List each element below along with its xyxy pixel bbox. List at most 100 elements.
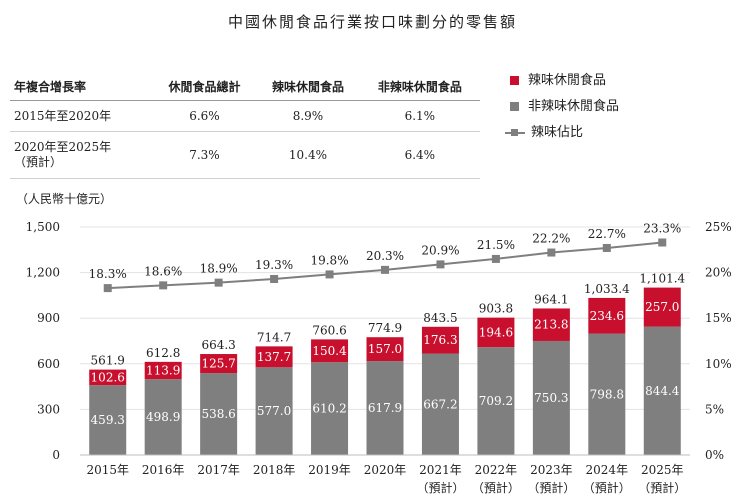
bar-label-nonspicy: 617.9: [368, 401, 402, 415]
bar-nonspicy: [588, 333, 626, 455]
row-label: 2015年至2020年: [10, 100, 153, 132]
share-label: 19.3%: [255, 258, 293, 272]
bar-label-nonspicy: 667.2: [423, 397, 457, 411]
share-label: 18.9%: [200, 262, 238, 276]
share-label: 21.5%: [477, 238, 515, 252]
share-label: 22.7%: [588, 227, 626, 241]
bar-nonspicy: [255, 367, 293, 455]
x-tick-note: （預計）: [638, 480, 686, 495]
share-point: [381, 265, 389, 274]
share-point: [159, 281, 168, 290]
bar-label-spicy: 125.7: [201, 357, 235, 371]
bar-total-label: 664.3: [201, 338, 235, 352]
y-axis-unit-label: （人民幣十億元）: [16, 192, 113, 206]
bar-nonspicy: [89, 385, 127, 455]
x-tick-label: 2019年: [308, 463, 351, 477]
bar-spicy: [200, 354, 238, 374]
share-label: 23.3%: [643, 222, 681, 236]
share-point: [436, 260, 445, 269]
y-left-tick-label: 300: [37, 402, 60, 416]
bar-nonspicy: [366, 361, 404, 455]
x-tick-label: 2021年: [419, 463, 462, 477]
cagr-header-row: 年複合增長率 休閒食品總計 辣味休閒食品 非辣味休閒食品: [10, 72, 480, 101]
bar-total-label: 774.9: [368, 321, 402, 335]
y-left-tick-label: 600: [37, 357, 60, 371]
x-tick-note: （預計）: [527, 480, 575, 495]
x-tick-label: 2022年: [475, 463, 518, 477]
bar-label-nonspicy: 610.2: [312, 402, 346, 416]
bar-nonspicy: [532, 340, 570, 455]
bar-label-spicy: 157.0: [368, 342, 402, 356]
bar-nonspicy: [144, 379, 182, 455]
bar-spicy: [366, 337, 404, 362]
y-right-tick-label: 20%: [705, 266, 732, 280]
x-tick-label: 2020年: [364, 463, 407, 477]
nonspicy-swatch-icon: [510, 102, 519, 111]
chart-title: 中國休閒食品行業按口味劃分的零售額: [227, 13, 517, 31]
share-point: [270, 274, 279, 283]
cell-nonspicy: 6.4%: [359, 131, 480, 179]
x-tick-note: （預計）: [416, 480, 464, 495]
line-marker-icon: [505, 128, 525, 137]
share-point: [103, 284, 112, 293]
bar-spicy: [643, 287, 681, 327]
bar-total-label: 1,033.4: [584, 282, 630, 296]
bar-spicy: [477, 317, 515, 348]
bar-label-spicy: 150.4: [312, 344, 347, 358]
bar-nonspicy: [421, 353, 459, 455]
table-row: 2020年至2025年 （預計） 7.3% 10.4% 6.4%: [10, 131, 480, 179]
bar-spicy: [532, 308, 570, 341]
cagr-header-total: 休閒食品總計: [152, 72, 257, 101]
bar-label-spicy: 234.6: [590, 309, 624, 323]
bar-label-nonspicy: 750.3: [534, 391, 568, 405]
share-point: [325, 270, 334, 279]
x-tick-label: 2023年: [530, 463, 573, 477]
legend-item-nonspicy: 非辣味休閒食品: [510, 98, 619, 116]
bar-label-nonspicy: 798.8: [590, 387, 624, 401]
bar-total-label: 714.7: [257, 330, 291, 344]
cell-total: 7.3%: [152, 131, 257, 179]
y-left-tick-label: 900: [37, 311, 60, 325]
y-left-tick-label: 1,500: [26, 220, 60, 234]
cagr-table: 年複合增長率 休閒食品總計 辣味休閒食品 非辣味休閒食品 2015年至2020年…: [10, 72, 480, 179]
share-label: 19.8%: [310, 253, 348, 267]
bar-label-nonspicy: 538.6: [201, 407, 235, 421]
y-right-tick-label: 5%: [705, 402, 724, 416]
cagr-header-nonspicy: 非辣味休閒食品: [359, 72, 480, 101]
x-tick-label: 2025年: [641, 463, 684, 477]
bar-nonspicy: [200, 373, 238, 455]
bar-label-nonspicy: 844.4: [645, 384, 680, 398]
bar-label-nonspicy: 709.2: [479, 394, 513, 408]
bar-label-spicy: 137.7: [257, 350, 291, 364]
bar-spicy: [144, 361, 182, 380]
bar-spicy: [255, 346, 293, 368]
share-point: [658, 238, 667, 247]
bar-label-nonspicy: 498.9: [146, 410, 180, 424]
legend-item-spicy: 辣味休閒食品: [510, 72, 606, 90]
legend-label: 辣味休閒食品: [528, 73, 607, 88]
x-tick-label: 2015年: [86, 463, 129, 477]
share-point: [547, 248, 556, 257]
bar-label-spicy: 113.9: [146, 364, 180, 378]
bar-spicy: [89, 369, 127, 386]
bar-spicy: [588, 297, 626, 334]
share-label: 18.3%: [89, 267, 127, 281]
bar-total-label: 612.8: [146, 346, 180, 360]
bar-total-label: 561.9: [91, 354, 125, 368]
share-label: 22.2%: [532, 232, 570, 246]
bar-label-spicy: 213.8: [534, 318, 568, 332]
bar-total-label: 903.8: [479, 302, 513, 316]
y-right-tick-label: 15%: [705, 311, 732, 325]
bar-spicy: [311, 339, 349, 363]
cagr-header-label: 年複合增長率: [10, 72, 153, 101]
share-point: [214, 278, 223, 287]
x-tick-label: 2018年: [253, 463, 296, 477]
bar-nonspicy: [643, 326, 681, 455]
share-label: 20.9%: [421, 243, 459, 257]
y-right-tick-label: 10%: [705, 357, 732, 371]
bar-total-label: 760.6: [312, 323, 346, 337]
bar-spicy: [421, 326, 459, 354]
cell-spicy: 10.4%: [256, 131, 360, 179]
x-tick-note: （預計）: [583, 480, 631, 495]
table-row: 2015年至2020年 6.6% 8.9% 6.1%: [10, 100, 480, 132]
